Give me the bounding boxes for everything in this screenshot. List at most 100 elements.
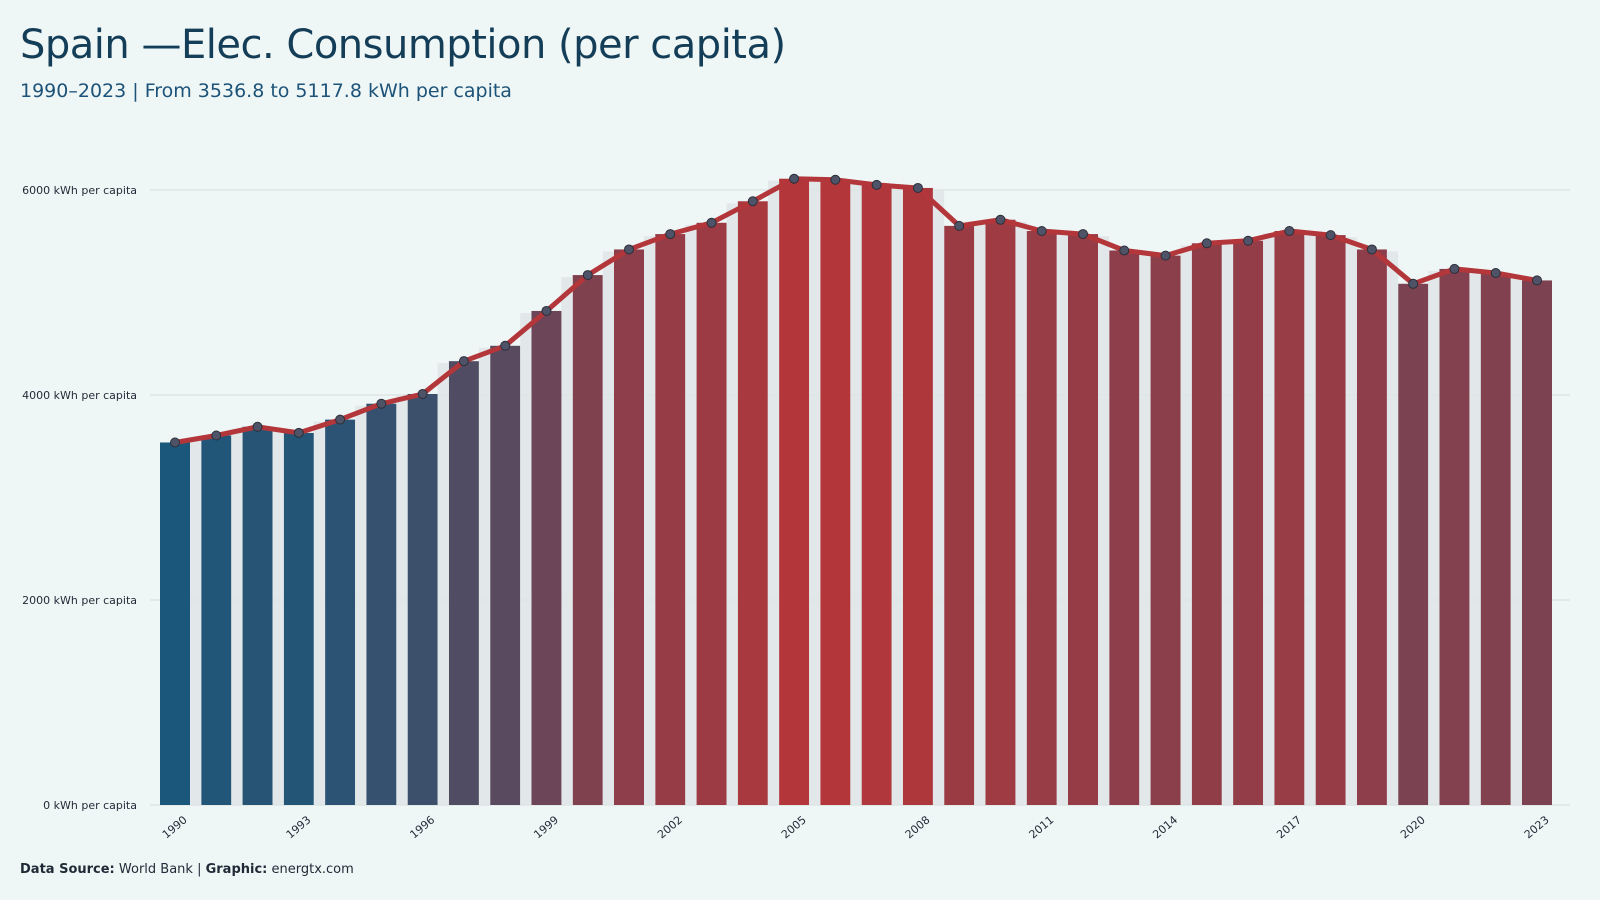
bar-1990	[160, 442, 190, 805]
source-value: World Bank |	[114, 862, 206, 877]
bar-2005	[779, 178, 810, 806]
bar-gap	[1428, 270, 1440, 805]
x-tick-label: 2002	[655, 813, 685, 841]
point-2015	[1201, 238, 1212, 249]
y-axis: 0 kWh per capita 2000 kWh per capita 4000 …	[22, 184, 137, 812]
bar-1993	[283, 432, 314, 805]
chart-subtitle: 1990–2023 | From 3536.8 to 5117.8 kWh pe…	[20, 80, 512, 102]
bar-1996	[407, 393, 438, 805]
point-1995	[376, 398, 387, 409]
x-tick-label: 1993	[284, 813, 314, 841]
bar-gap	[313, 421, 326, 805]
bar-2021	[1439, 268, 1470, 805]
y-tick-label: 2000 kWh per capita	[22, 594, 137, 607]
bar-series	[160, 178, 1552, 806]
point-2018	[1325, 230, 1336, 241]
graphic-label: Graphic:	[205, 862, 268, 877]
point-2014	[1160, 250, 1171, 261]
point-2023	[1532, 275, 1542, 286]
source-label: Data Source:	[20, 862, 115, 877]
bar-1995	[366, 403, 397, 805]
x-tick-label: 2008	[903, 813, 933, 841]
x-tick-label: 2023	[1522, 813, 1552, 841]
point-1992	[252, 421, 263, 432]
y-tick-label: 0 kWh per capita	[43, 799, 137, 812]
bar-2019	[1356, 249, 1387, 805]
bar-gap	[355, 405, 367, 805]
bar-1999	[531, 310, 562, 805]
bar-gap	[190, 437, 202, 805]
bar-gap	[850, 181, 862, 805]
x-axis: 1990 1993 1996 1999 2002 2005 2008 2011 2014 2017…	[160, 813, 1552, 841]
point-1999	[541, 305, 552, 316]
bar-gap	[1180, 245, 1192, 806]
point-1991	[211, 430, 222, 441]
bar-gap	[272, 428, 284, 805]
bar-1998	[490, 345, 521, 805]
bar-2008	[902, 187, 933, 805]
bar-2022	[1480, 273, 1511, 805]
bar-gap	[1386, 251, 1399, 805]
bar-2004	[737, 201, 768, 805]
bar-gap	[767, 180, 780, 806]
bar-gap	[1056, 233, 1068, 805]
point-2005	[789, 173, 800, 184]
point-1998	[500, 340, 511, 351]
bar-gap	[974, 221, 986, 806]
bar-gap	[1510, 275, 1522, 805]
bar-gap	[891, 186, 903, 805]
point-2000	[582, 270, 593, 281]
bar-2002	[655, 234, 686, 805]
bar-gap	[1015, 221, 1027, 806]
bar-2013	[1109, 250, 1140, 806]
point-2007	[871, 179, 882, 190]
point-2004	[747, 196, 758, 207]
point-1996	[417, 388, 428, 399]
point-1990	[170, 437, 180, 448]
bar-1991	[201, 435, 232, 805]
x-tick-label: 2011	[1027, 813, 1057, 841]
point-2017	[1284, 226, 1295, 236]
point-2013	[1119, 245, 1130, 256]
point-1994	[335, 414, 346, 425]
bar-2023	[1522, 280, 1552, 805]
bar-2009	[944, 225, 975, 805]
bar-gap	[1221, 242, 1234, 806]
bar-2011	[1026, 231, 1057, 805]
bar-gap	[809, 180, 821, 806]
point-2003	[706, 217, 717, 228]
point-2022	[1490, 268, 1501, 279]
bar-2018	[1315, 235, 1346, 806]
bar-gap	[478, 347, 491, 805]
bar-gap	[437, 363, 449, 805]
x-tick-label: 2017	[1274, 813, 1304, 841]
bar-2000	[572, 275, 603, 805]
bar-gap	[231, 428, 243, 805]
bar-gap	[561, 277, 573, 805]
bar-2014	[1150, 255, 1181, 806]
x-tick-label: 1990	[160, 813, 190, 841]
footer-credits: Data Source: World Bank | Graphic: energ…	[20, 862, 354, 877]
bar-2003	[696, 222, 727, 806]
point-2019	[1366, 244, 1377, 255]
bar-gap	[726, 203, 738, 805]
x-tick-label: 2014	[1150, 813, 1180, 841]
point-2016	[1243, 235, 1254, 246]
bar-1994	[325, 419, 356, 805]
consumption-line	[174, 176, 1538, 445]
y-tick-label: 6000 kWh per capita	[22, 184, 137, 197]
point-2002	[665, 229, 676, 240]
bar-gap	[1139, 252, 1151, 806]
graphic-value: energtx.com	[267, 862, 354, 877]
bar-gaps	[190, 180, 1522, 806]
x-tick-label: 2005	[779, 813, 809, 841]
point-2006	[830, 174, 841, 185]
bar-gap	[685, 224, 697, 806]
point-2009	[954, 220, 965, 231]
bar-2020	[1398, 283, 1429, 806]
point-2021	[1449, 263, 1460, 274]
point-2011	[1036, 226, 1047, 236]
bar-1997	[448, 361, 479, 805]
bar-2012	[1068, 234, 1098, 805]
bar-gap	[1469, 270, 1481, 805]
